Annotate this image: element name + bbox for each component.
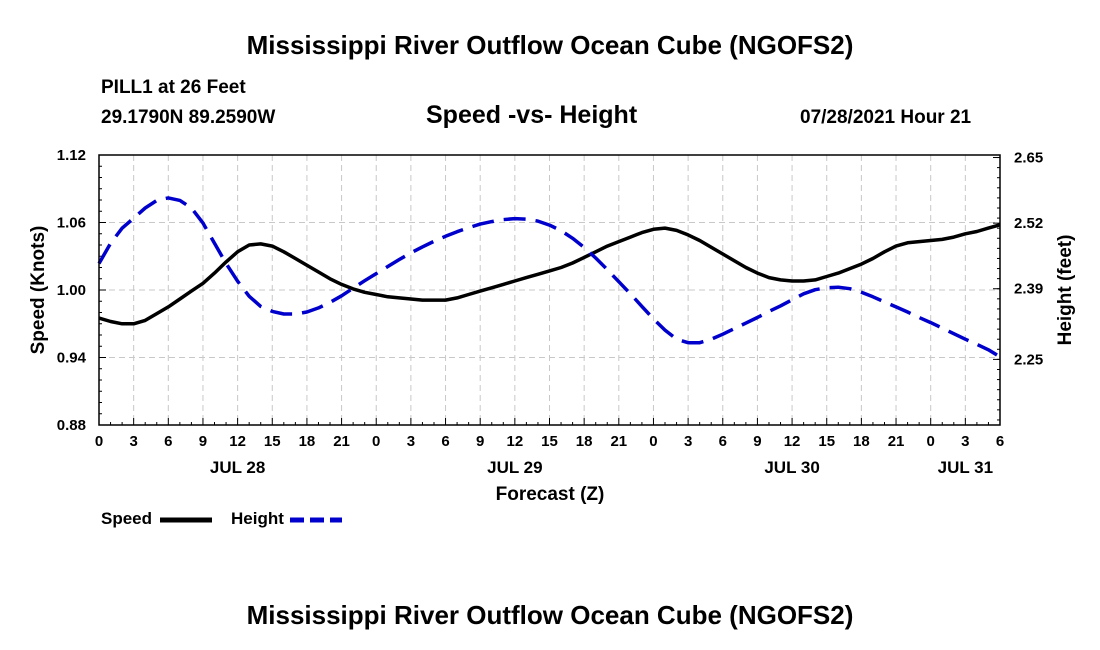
- x-axis-ticks: [98, 418, 1001, 425]
- date-label: JUL 28: [210, 458, 265, 477]
- y-tick-label: 1.06: [57, 215, 86, 232]
- date-label: JUL 30: [764, 458, 819, 477]
- x-tick-label: 12: [784, 433, 801, 450]
- x-tick-label: 18: [299, 433, 316, 450]
- legend-height-label: Height: [231, 509, 284, 528]
- x-tick-label: 21: [333, 433, 350, 450]
- y-tick-label: 1.12: [57, 147, 86, 164]
- x-tick-label: 18: [576, 433, 593, 450]
- y-axis-label: Speed (Knots): [28, 226, 49, 355]
- date-label: JUL 29: [487, 458, 542, 477]
- y2-tick-label: 2.25: [1014, 351, 1043, 368]
- x-axis-label: Forecast (Z): [496, 484, 605, 505]
- x-tick-label: 3: [961, 433, 969, 450]
- date-labels: JUL 28 JUL 29 JUL 30 JUL 31: [210, 458, 993, 477]
- y-tick-labels: 1.12 1.06 1.00 0.94 0.88: [57, 147, 87, 434]
- x-tick-label: 15: [541, 433, 558, 450]
- x-tick-label: 6: [441, 433, 449, 450]
- y-tick-label: 0.88: [57, 417, 86, 434]
- x-tick-label: 15: [818, 433, 835, 450]
- x-tick-label: 9: [753, 433, 761, 450]
- date-label: JUL 31: [938, 458, 993, 477]
- y2-tick-label: 2.39: [1014, 281, 1043, 298]
- plot-frame: [98, 154, 1001, 426]
- x-tick-label: 0: [927, 433, 935, 450]
- y2-tick-labels: 2.65 2.52 2.39 2.25: [1014, 150, 1043, 369]
- x-tick-label: 6: [164, 433, 172, 450]
- y2-tick-label: 2.52: [1014, 215, 1043, 232]
- y-tick-label: 0.94: [57, 350, 87, 367]
- x-tick-label: 3: [129, 433, 137, 450]
- x-tick-label: 9: [199, 433, 207, 450]
- x-tick-label: 6: [996, 433, 1004, 450]
- x-tick-label: 6: [719, 433, 727, 450]
- series-line-height: [97, 196, 1001, 359]
- x-tick-label: 12: [229, 433, 246, 450]
- x-tick-label: 21: [888, 433, 905, 450]
- x-tick-label: 21: [610, 433, 627, 450]
- y-tick-label: 1.00: [57, 282, 86, 299]
- x-tick-labels: 0 3 6 9 12 15 18 21 0 3 6 9 12 15 18 21 0 3 6 9 12 15 18 21 0 3 6: [95, 433, 1004, 450]
- station-label: PILL1 at 26 Feet: [101, 77, 246, 98]
- x-tick-label: 9: [476, 433, 484, 450]
- x-tick-label: 0: [95, 433, 103, 450]
- y2-tick-label: 2.65: [1014, 150, 1043, 167]
- x-tick-label: 18: [853, 433, 870, 450]
- x-tick-label: 0: [649, 433, 657, 450]
- x-tick-label: 3: [684, 433, 692, 450]
- footer-title: Mississippi River Outflow Ocean Cube (NG…: [246, 600, 854, 630]
- x-tick-label: 3: [407, 433, 415, 450]
- y2-axis-label: Height (feet): [1055, 235, 1076, 346]
- series-layer: [97, 196, 1001, 359]
- legend-speed-label: Speed: [101, 509, 153, 528]
- x-tick-label: 12: [507, 433, 524, 450]
- chart-title: Mississippi River Outflow Ocean Cube (NG…: [246, 30, 854, 60]
- chart-subtitle: Speed -vs- Height: [426, 101, 638, 129]
- coordinates-label: 29.1790N 89.2590W: [101, 107, 276, 128]
- timestamp-label: 07/28/2021 Hour 21: [800, 107, 972, 128]
- x-tick-label: 15: [264, 433, 281, 450]
- x-tick-label: 0: [372, 433, 380, 450]
- series-line-speed: [98, 223, 1001, 326]
- grid-lines: [99, 155, 1000, 425]
